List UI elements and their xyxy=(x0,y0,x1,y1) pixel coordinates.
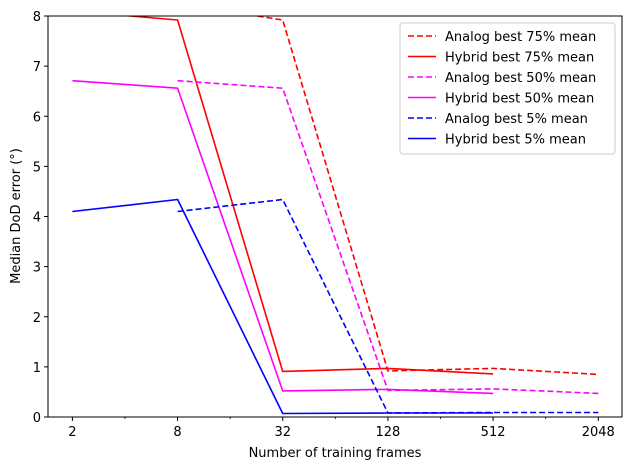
x-tick-label: 128 xyxy=(376,425,401,440)
ticks-layer: 2 8 32 128 512 2048 0 1 2 3 4 5 6 7 8 xyxy=(33,10,615,440)
x-tick-label: 2 xyxy=(68,425,76,440)
legend-label: Hybrid best 50% mean xyxy=(445,92,594,107)
legend-label: Analog best 50% mean xyxy=(445,71,596,86)
y-tick-label: 0 xyxy=(33,411,41,426)
legend-label: Analog best 75% mean xyxy=(445,30,596,45)
series-line-1 xyxy=(252,16,599,376)
y-tick-label: 4 xyxy=(33,211,41,226)
legend: Analog best 75% mean Hybrid best 75% mean… xyxy=(399,22,616,155)
x-tick-label: 512 xyxy=(481,425,506,440)
series-line-3 xyxy=(177,79,599,395)
x-axis-label: Number of training frames xyxy=(249,446,422,461)
x-tick-label: 8 xyxy=(173,425,181,440)
legend-label: Hybrid best 5% mean xyxy=(445,133,586,148)
x-tick-label: 32 xyxy=(274,425,291,440)
x-tick-label: 2048 xyxy=(582,425,615,440)
y-tick-label: 2 xyxy=(33,311,41,326)
y-tick-label: 8 xyxy=(33,10,41,25)
y-axis-label: Median DoD error (°) xyxy=(9,148,24,284)
series-line-4 xyxy=(72,79,494,395)
y-tick-label: 5 xyxy=(33,160,41,175)
y-tick-label: 3 xyxy=(33,261,41,276)
legend-label: Hybrid best 75% mean xyxy=(445,51,594,66)
legend-box xyxy=(399,22,616,155)
series-line-2 xyxy=(121,16,494,375)
series-layer xyxy=(72,16,599,415)
legend-label: Analog best 5% mean xyxy=(445,112,588,127)
y-tick-label: 6 xyxy=(33,110,41,125)
y-tick-label: 7 xyxy=(33,60,41,75)
y-tick-label: 1 xyxy=(33,361,41,376)
series-line-6 xyxy=(72,198,494,415)
